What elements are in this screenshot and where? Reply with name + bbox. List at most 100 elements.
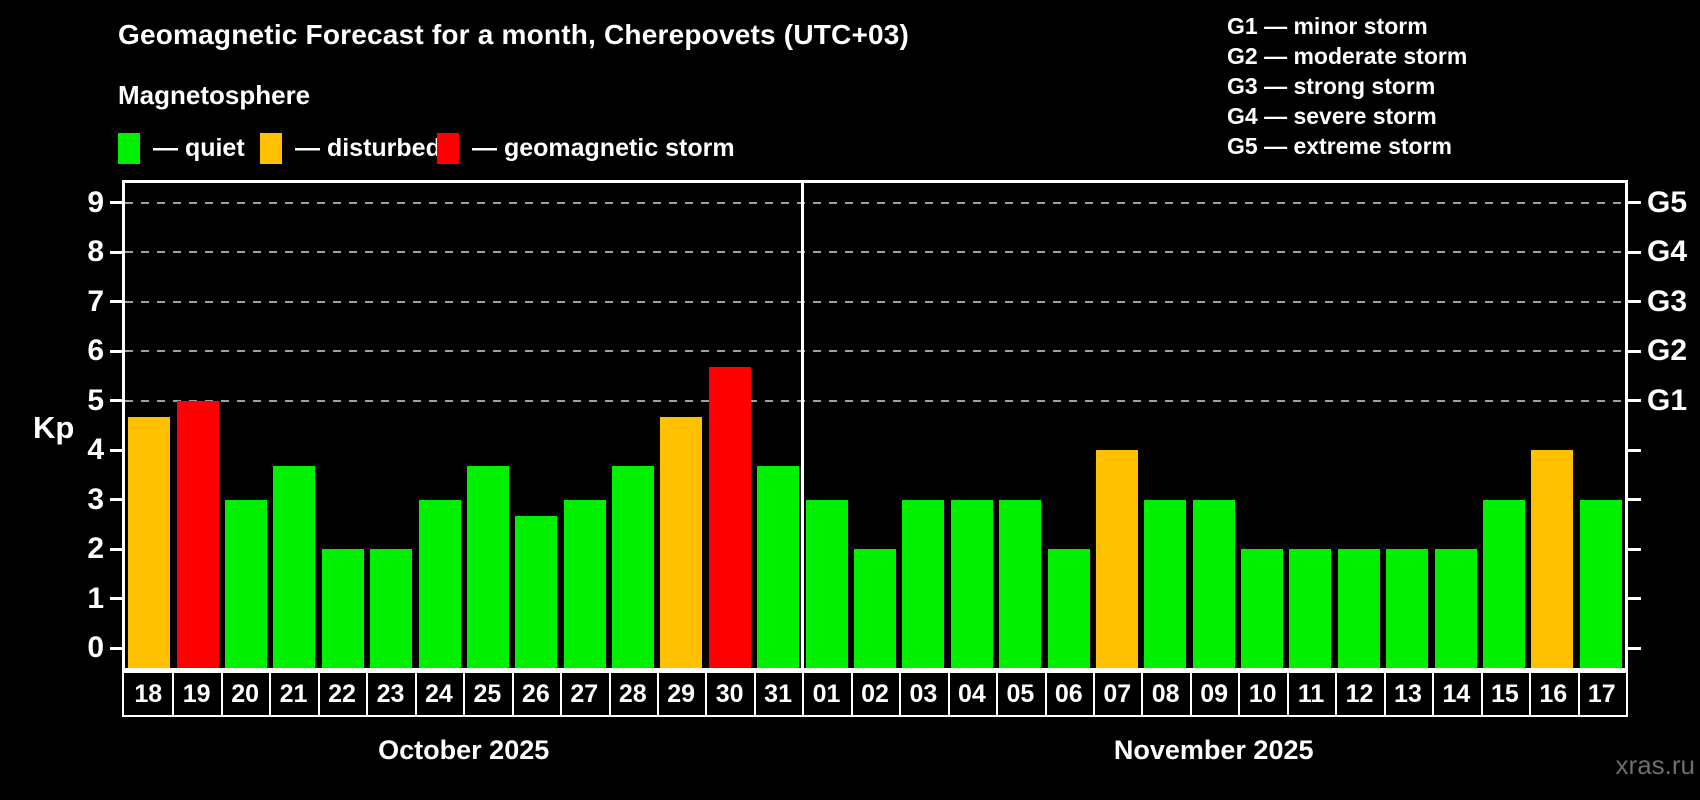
day-label: 27 [560,673,611,715]
day-label: 06 [1045,673,1096,715]
y-tick [110,201,123,204]
day-label: 09 [1190,673,1241,715]
page-title: Geomagnetic Forecast for a month, Cherep… [118,19,910,50]
kp-bar [1531,450,1574,668]
day-label: 01 [802,673,853,715]
gridline-g2 [125,350,1625,352]
kp-bar [418,499,461,668]
kp-bar [1386,549,1429,668]
kp-bar [950,499,993,668]
kp-bar [1192,499,1235,668]
kp-bar [176,400,219,668]
plot-area [122,180,1628,671]
y-tick-label: 2 [87,532,104,565]
day-label: 30 [705,673,756,715]
kp-bar [1434,549,1477,668]
legend-label: — geomagnetic storm [472,133,735,162]
kp-bar [1095,450,1138,668]
g-level-label: G3 [1647,284,1688,318]
day-label: 31 [754,673,805,715]
y-tick-label: 4 [87,433,104,466]
y-tick-label: 6 [87,334,104,367]
kp-bar [854,549,896,668]
kp-bar [1047,549,1090,668]
right-tick [1628,201,1641,204]
day-label: 19 [172,673,223,715]
g-legend-item: G5 — extreme storm [1227,133,1452,159]
y-axis-title: Kp [33,410,75,445]
kp-bar [708,367,751,668]
day-label: 15 [1481,673,1532,715]
day-label: 16 [1529,673,1580,715]
y-tick [110,399,123,402]
day-label: 08 [1141,673,1192,715]
g-legend-item: G2 — moderate storm [1227,43,1468,69]
y-tick [110,547,123,551]
day-label: 07 [1093,673,1144,715]
y-tick [110,498,123,501]
kp-bar [805,499,848,668]
plot-inner [125,183,1625,668]
y-tick [110,300,123,303]
right-tick [1628,646,1641,650]
day-label: 29 [657,673,708,715]
legend-item-quiet: — quiet [118,132,245,164]
day-label: 12 [1335,673,1386,715]
month-divider [800,183,804,668]
gridline-g5 [125,201,1625,204]
kp-bar [660,416,703,668]
kp-bar [224,499,267,668]
kp-bar [1579,499,1622,668]
kp-bar [370,549,413,668]
day-label: 24 [415,673,466,715]
day-label: 28 [609,673,659,715]
y-tick-label: 7 [87,284,104,318]
g-legend-item: G1 — minor storm [1227,13,1428,39]
right-tick [1628,250,1641,254]
kp-bar [902,499,945,668]
disturbed-swatch-icon [260,132,282,164]
kp-bar [1241,549,1284,668]
kp-bar [515,515,558,668]
kp-bar [321,549,364,668]
kp-bar [999,499,1042,668]
right-tick [1628,498,1641,501]
y-tick-label: 5 [87,383,104,417]
legend-item-storm: — geomagnetic storm [437,132,735,164]
legend-item-disturbed: — disturbed [260,132,441,164]
day-label: 13 [1384,673,1435,715]
day-label: 05 [996,673,1047,715]
day-axis: 18 19 20 21 22 23 24 25 26 27 28 29 30 31 01 02 03 04 05 06… [122,671,1628,717]
day-label: 21 [269,673,320,715]
gridline-g4 [125,251,1625,253]
day-label: 23 [366,673,417,715]
y-tick [110,349,123,353]
right-tick [1628,399,1641,402]
day-label: 25 [463,673,514,715]
y-tick-label: 3 [87,482,104,516]
g-level-label: G2 [1647,334,1688,367]
y-tick [110,597,123,600]
day-label: 14 [1432,673,1483,715]
right-tick [1628,597,1641,600]
y-tick-label: 9 [87,185,104,219]
quiet-swatch-icon [118,132,140,164]
legend-label: — disturbed [295,133,441,162]
right-tick [1628,448,1641,452]
right-tick [1628,547,1641,551]
watermark: xras.ru [1615,750,1695,780]
kp-bar [1289,549,1332,668]
kp-bar [1144,499,1187,668]
right-tick [1628,349,1641,353]
g-legend-item: G3 — strong storm [1227,73,1436,99]
y-tick-label: 0 [87,631,104,664]
y-tick [110,646,123,650]
right-tick [1628,300,1641,303]
day-label: 17 [1587,680,1616,708]
y-tick-label: 1 [87,581,104,615]
day-label: 03 [899,673,950,715]
kp-bar [128,416,171,668]
day-label: 11 [1287,673,1338,715]
kp-bar [466,466,509,668]
